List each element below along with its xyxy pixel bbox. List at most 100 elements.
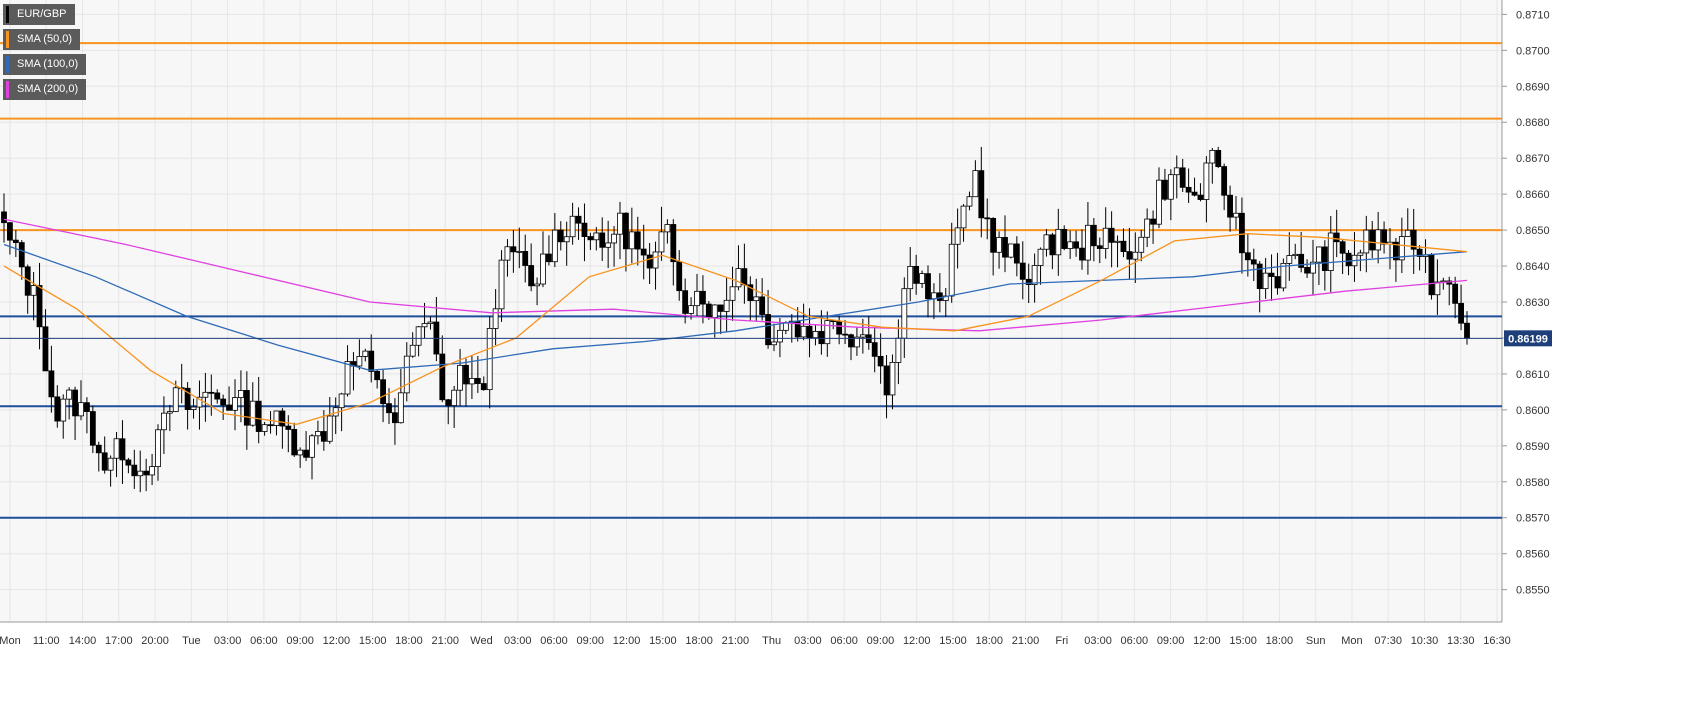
candle-body bbox=[1321, 246, 1328, 271]
candle-body bbox=[936, 292, 943, 301]
candle-body bbox=[1464, 322, 1470, 339]
x-tick-label: 14:00 bbox=[69, 635, 97, 647]
candle-body bbox=[1316, 246, 1322, 263]
candle-body bbox=[818, 331, 825, 345]
candle-body bbox=[1375, 229, 1382, 251]
candle-body bbox=[315, 431, 321, 437]
candle-body bbox=[149, 466, 155, 476]
candle-body bbox=[996, 237, 1002, 253]
candle-body bbox=[510, 246, 517, 253]
candle-body bbox=[344, 361, 351, 395]
candle-body bbox=[409, 344, 416, 357]
candle-body bbox=[901, 288, 908, 339]
candle-body bbox=[1304, 267, 1310, 274]
x-tick-label: 20:00 bbox=[141, 635, 169, 647]
y-tick-label: 0.8610 bbox=[1516, 369, 1550, 381]
x-tick-label: 12:00 bbox=[903, 635, 931, 647]
x-tick-label: 03:00 bbox=[794, 635, 822, 647]
candle-body bbox=[107, 457, 114, 471]
x-tick-label: Thu bbox=[762, 635, 781, 647]
candle-body bbox=[1369, 229, 1376, 251]
candle-body bbox=[617, 212, 623, 235]
legend-sma-200[interactable]: SMA (200,0) bbox=[3, 79, 87, 100]
x-tick-label: 03:00 bbox=[504, 635, 532, 647]
x-tick-label: 09:00 bbox=[867, 635, 895, 647]
candle-body bbox=[155, 429, 161, 467]
candle-body bbox=[1221, 166, 1228, 196]
x-tick-label: 07:30 bbox=[1374, 635, 1402, 647]
legend-sma-50[interactable]: SMA (50,0) bbox=[3, 29, 81, 50]
candle-body bbox=[48, 370, 55, 398]
candle-body bbox=[593, 232, 600, 241]
candle-body bbox=[1144, 218, 1151, 238]
candle-body bbox=[161, 412, 167, 431]
candle-body bbox=[1434, 281, 1441, 296]
candle-body bbox=[214, 392, 221, 400]
candle-body bbox=[1197, 194, 1204, 200]
y-tick-label: 0.8560 bbox=[1516, 549, 1550, 561]
candle-body bbox=[1298, 253, 1305, 268]
candle-body bbox=[990, 217, 997, 253]
candle-body bbox=[759, 296, 766, 315]
candle-body bbox=[1250, 259, 1257, 265]
x-tick-label: 09:00 bbox=[577, 635, 605, 647]
candle-body bbox=[611, 233, 617, 244]
candle-body bbox=[676, 261, 683, 292]
candle-body bbox=[18, 242, 25, 268]
y-tick-label: 0.8650 bbox=[1516, 225, 1550, 237]
candle-body bbox=[842, 333, 848, 336]
candle-body bbox=[551, 229, 558, 263]
y-tick-label: 0.8670 bbox=[1516, 153, 1550, 165]
candle-body bbox=[581, 222, 588, 237]
x-tick-label: 18:00 bbox=[685, 635, 713, 647]
legend-swatch bbox=[6, 31, 9, 48]
candle-body bbox=[1393, 241, 1399, 261]
candle-body bbox=[925, 273, 931, 300]
legend-sma-100[interactable]: SMA (100,0) bbox=[3, 54, 87, 75]
candle-body bbox=[1108, 227, 1115, 243]
candle-body bbox=[1085, 224, 1091, 261]
candle-body bbox=[836, 321, 843, 335]
candle-body bbox=[297, 449, 304, 456]
candle-body bbox=[1215, 149, 1222, 167]
candle-body bbox=[338, 393, 345, 409]
candle-body bbox=[948, 243, 955, 297]
candle-body bbox=[984, 217, 991, 220]
candle-body bbox=[859, 334, 866, 338]
candle-body bbox=[1327, 232, 1334, 271]
candle-body bbox=[1043, 234, 1050, 250]
legend-eurgbp[interactable]: EUR/GBP bbox=[3, 4, 75, 25]
x-tick-label: 06:00 bbox=[1121, 635, 1149, 647]
candle-body bbox=[1233, 212, 1239, 218]
sma-100-line bbox=[3, 243, 1468, 371]
candle-body bbox=[628, 231, 635, 250]
candle-body bbox=[960, 205, 967, 229]
x-tick-label: 12:00 bbox=[323, 635, 351, 647]
x-tick-label: Mon bbox=[1341, 635, 1362, 647]
candle-body bbox=[362, 350, 369, 357]
candle-body bbox=[1256, 263, 1263, 290]
candle-body bbox=[540, 253, 546, 285]
candle-body bbox=[1239, 212, 1245, 254]
candle-body bbox=[1073, 241, 1079, 249]
legend-label: SMA (50,0) bbox=[17, 33, 73, 45]
y-tick-label: 0.8570 bbox=[1516, 513, 1550, 525]
x-tick-label: 11:00 bbox=[33, 635, 60, 647]
candle-body bbox=[1268, 272, 1275, 277]
plot-area bbox=[0, 0, 1502, 622]
candle-body bbox=[125, 459, 132, 466]
y-tick-label: 0.8630 bbox=[1516, 297, 1550, 309]
x-tick-label: 06:00 bbox=[540, 635, 568, 647]
candle-body bbox=[285, 425, 292, 430]
candle-body bbox=[913, 265, 920, 284]
candle-body bbox=[78, 402, 84, 417]
candle-body bbox=[202, 391, 209, 398]
candle-body bbox=[1458, 302, 1464, 324]
chart-legend: EUR/GBP SMA (50,0) SMA (100,0) SMA (200,… bbox=[3, 4, 87, 104]
candle-body bbox=[392, 412, 398, 424]
candle-body bbox=[771, 341, 777, 346]
candle-body bbox=[848, 334, 854, 348]
candle-body bbox=[249, 400, 256, 426]
x-tick-label: 13:30 bbox=[1447, 635, 1475, 647]
candle-body bbox=[403, 355, 410, 394]
